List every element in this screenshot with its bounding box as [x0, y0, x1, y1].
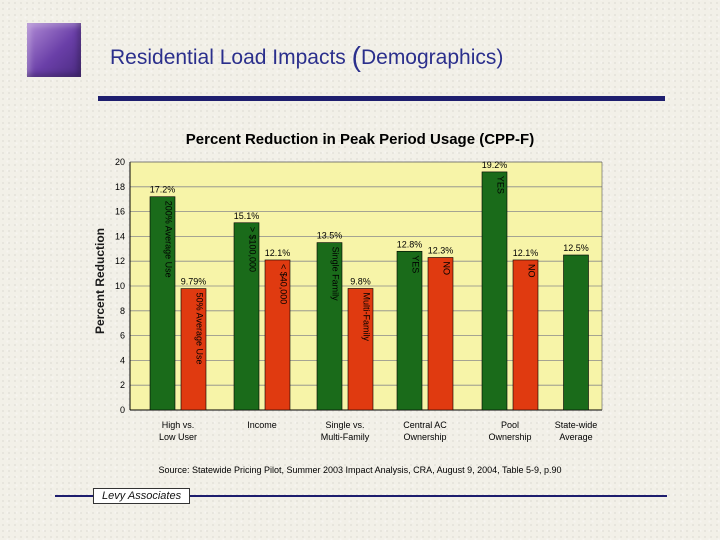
- x-category-label: Single vs.: [325, 420, 364, 430]
- x-category-label: Income: [247, 420, 277, 430]
- x-category-label: Central AC: [403, 420, 447, 430]
- title-rule: [98, 96, 665, 101]
- x-category-label: Pool: [501, 420, 519, 430]
- x-category-label: Multi-Family: [321, 432, 370, 442]
- footer-rule: [55, 495, 667, 497]
- data-label: 12.1%: [265, 248, 291, 258]
- x-category-label: Low User: [159, 432, 197, 442]
- y-tick-label: 0: [120, 405, 125, 415]
- y-tick-label: 4: [120, 355, 125, 365]
- slide-title-open-paren: (: [351, 41, 361, 72]
- bar-series-label: Multi-Family: [362, 292, 372, 341]
- x-category-label: High vs.: [162, 420, 195, 430]
- data-label: 12.1%: [513, 248, 539, 258]
- data-label: 19.2%: [482, 160, 508, 170]
- bar: [347, 288, 374, 411]
- x-category-label: State-wide: [555, 420, 598, 430]
- bar: [180, 288, 207, 411]
- bar-series-label: NO: [442, 261, 452, 275]
- bar: [481, 171, 508, 411]
- bar-series-label: YES: [411, 255, 421, 273]
- y-tick-label: 12: [115, 256, 125, 266]
- company-logo: Levy Associates: [93, 488, 191, 504]
- bar: [149, 196, 176, 411]
- data-label: 9.8%: [350, 276, 371, 286]
- slide-title-main: Residential Load Impacts: [110, 46, 352, 69]
- data-label: 15.1%: [234, 211, 260, 221]
- decorative-square: [27, 23, 81, 77]
- bar: [427, 257, 454, 411]
- source-note: Source: Statewide Pricing Pilot, Summer …: [158, 465, 562, 475]
- data-label: 9.79%: [181, 277, 207, 287]
- chart-title: Percent Reduction in Peak Period Usage (…: [185, 131, 535, 148]
- bar: [512, 259, 539, 411]
- slide-title: Residential Load Impacts (Demographics): [110, 43, 670, 71]
- y-tick-label: 2: [120, 380, 125, 390]
- bar: [264, 259, 291, 411]
- y-tick-label: 16: [115, 207, 125, 217]
- bar-series-label: Single Family: [331, 247, 341, 302]
- y-tick-label: 10: [115, 281, 125, 291]
- x-category-label: Ownership: [403, 432, 446, 442]
- bar: [396, 250, 423, 411]
- bar: [563, 254, 589, 411]
- x-category-label: Ownership: [488, 432, 531, 442]
- data-label: 12.8%: [397, 239, 423, 249]
- bar-series-label: > $100,000: [248, 227, 258, 272]
- bar: [233, 222, 260, 411]
- y-tick-label: 18: [115, 182, 125, 192]
- bar-series-label: 50% Average Use: [195, 293, 205, 365]
- y-tick-label: 20: [115, 157, 125, 167]
- y-tick-label: 8: [120, 306, 125, 316]
- data-label: 12.3%: [428, 245, 454, 255]
- bar-series-label: < $40,000: [279, 264, 289, 304]
- bar-series-label: YES: [496, 176, 506, 194]
- y-tick-label: 14: [115, 231, 125, 241]
- y-tick-label: 6: [120, 331, 125, 341]
- bar-series-label: 200% Average Use: [164, 201, 174, 278]
- slide-title-paren: Demographics): [360, 46, 504, 69]
- bar: [316, 242, 343, 411]
- bar-series-label: NO: [527, 264, 537, 278]
- data-label: 12.5%: [563, 243, 589, 253]
- x-category-label: Average: [559, 432, 592, 442]
- data-label: 13.5%: [317, 231, 343, 241]
- data-label: 17.2%: [150, 185, 176, 195]
